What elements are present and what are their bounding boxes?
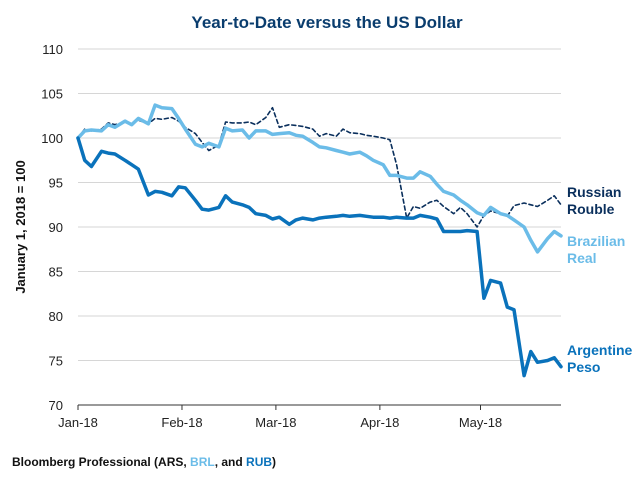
series-label-ars: Argentine <box>567 342 633 358</box>
x-axis-ticks: Jan-18 Feb-18 Mar-18 Apr-18 May-18 <box>58 405 502 430</box>
source-prefix: Bloomberg Professional (ARS, <box>12 455 190 469</box>
source-rub: RUB <box>246 455 272 469</box>
series-lines <box>76 103 563 378</box>
chart-title: Year-to-Date versus the US Dollar <box>191 13 463 32</box>
x-tick-label: Jan-18 <box>58 415 98 430</box>
y-tick-label: 80 <box>49 309 63 324</box>
x-tick-label: Feb-18 <box>161 415 202 430</box>
series-label-ars: Peso <box>567 359 600 375</box>
series-label-rub: Russian <box>567 184 621 200</box>
source-suffix: ) <box>272 455 276 469</box>
series-line-ars <box>76 136 563 378</box>
series-label-brl: Real <box>567 250 597 266</box>
y-axis-label: January 1, 2018 = 100 <box>13 160 28 293</box>
y-axis-ticks: 70 75 80 85 90 95 100 105 110 <box>41 42 63 413</box>
series-line-rub <box>77 106 562 228</box>
series-label-rub: Rouble <box>567 201 615 217</box>
y-tick-label: 100 <box>41 131 63 146</box>
x-tick-label: Mar-18 <box>255 415 296 430</box>
y-tick-label: 105 <box>41 87 63 102</box>
series-label-brl: Brazilian <box>567 233 625 249</box>
series-line-brl <box>76 103 563 254</box>
y-tick-label: 70 <box>49 398 63 413</box>
y-tick-label: 110 <box>42 42 63 57</box>
source-note: Bloomberg Professional (ARS, BRL, and RU… <box>12 455 276 469</box>
y-tick-label: 90 <box>49 220 63 235</box>
y-tick-label: 95 <box>49 176 63 191</box>
x-tick-label: May-18 <box>459 415 502 430</box>
gridlines <box>78 48 561 361</box>
x-tick-label: Apr-18 <box>360 415 399 430</box>
source-brl: BRL <box>190 455 215 469</box>
y-tick-label: 75 <box>49 354 63 369</box>
y-tick-label: 85 <box>49 265 63 280</box>
source-middle: , and <box>215 455 246 469</box>
